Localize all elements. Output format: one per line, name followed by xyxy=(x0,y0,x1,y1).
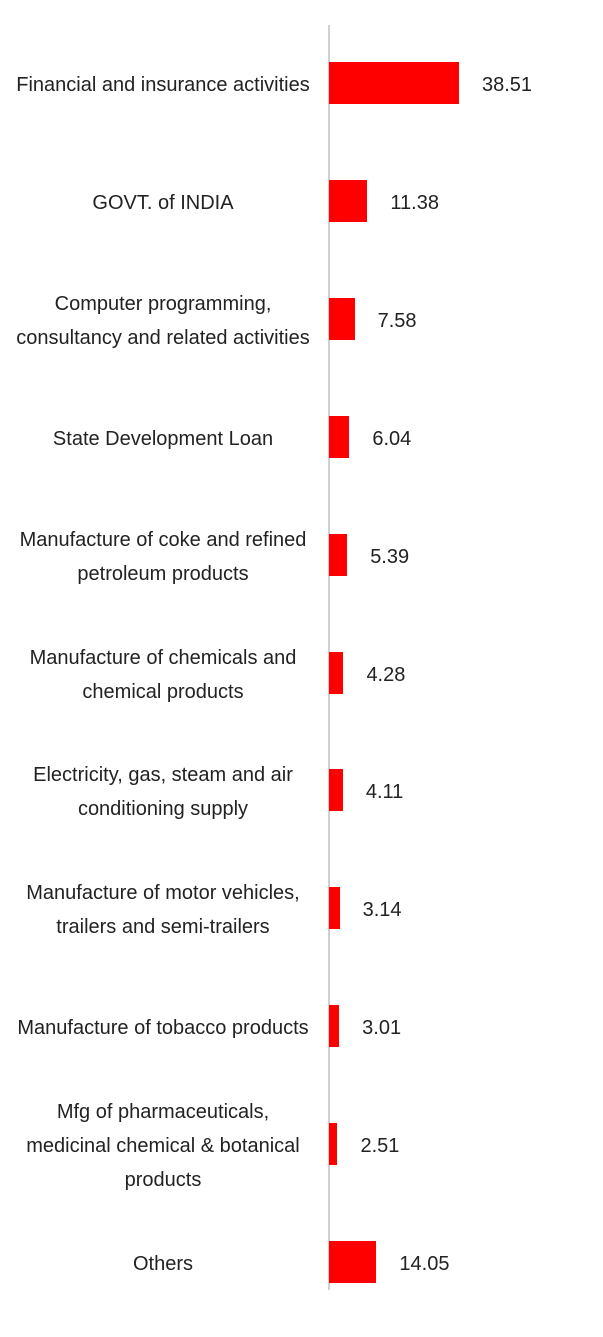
bar xyxy=(329,533,348,576)
bar xyxy=(329,1123,338,1166)
category-label: Others xyxy=(132,1253,194,1275)
category-label: Financial and insurance activities xyxy=(16,74,310,96)
value-label: 11.38 xyxy=(390,191,439,214)
bar xyxy=(329,769,343,812)
category-label: Computer programming, consultancy and re… xyxy=(16,292,310,349)
category-label: State Development Loan xyxy=(52,427,274,450)
bar xyxy=(329,62,459,104)
category-label: GOVT. of INDIA xyxy=(92,191,234,214)
value-label: 4.11 xyxy=(365,781,404,804)
value-label: 38.51 xyxy=(481,74,533,96)
value-label: 6.04 xyxy=(372,427,412,450)
category-label: Manufacture of chemicals and chemical pr… xyxy=(29,646,297,703)
category-label: Manufacture of motor vehicles, trailers … xyxy=(26,882,300,939)
value-label: 2.51 xyxy=(360,1135,400,1158)
bar xyxy=(329,415,350,458)
value-label: 5.39 xyxy=(370,545,410,568)
value-label: 4.28 xyxy=(366,663,406,686)
category-label: Mfg of pharmaceuticals, medicinal chemic… xyxy=(26,1101,300,1192)
bar xyxy=(329,1241,377,1283)
bar xyxy=(329,1005,340,1048)
bar xyxy=(329,651,344,694)
category-label: Manufacture of coke and refined petroleu… xyxy=(19,528,307,585)
value-label: 3.14 xyxy=(362,899,402,922)
bar xyxy=(329,887,340,930)
value-label: 7.58 xyxy=(377,309,417,332)
category-label: Electricity, gas, steam and air conditio… xyxy=(33,764,293,821)
value-label: 14.05 xyxy=(399,1253,450,1275)
bar xyxy=(329,297,355,340)
value-label: 3.01 xyxy=(362,1017,402,1040)
bar xyxy=(329,179,368,222)
category-label: Manufacture of tobacco products xyxy=(17,1017,309,1040)
